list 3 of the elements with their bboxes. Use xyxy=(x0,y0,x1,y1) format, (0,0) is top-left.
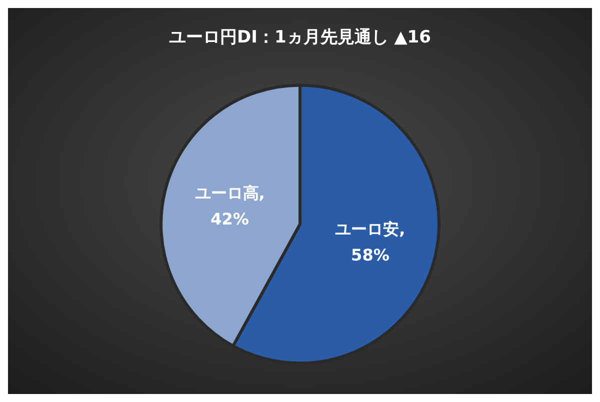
slice-label: ユーロ高, 42% xyxy=(194,184,265,229)
slice-label: ユーロ安, 58% xyxy=(335,220,406,265)
chart-title: ユーロ円DI：1ヵ月先見通し ▲16 xyxy=(169,28,431,48)
